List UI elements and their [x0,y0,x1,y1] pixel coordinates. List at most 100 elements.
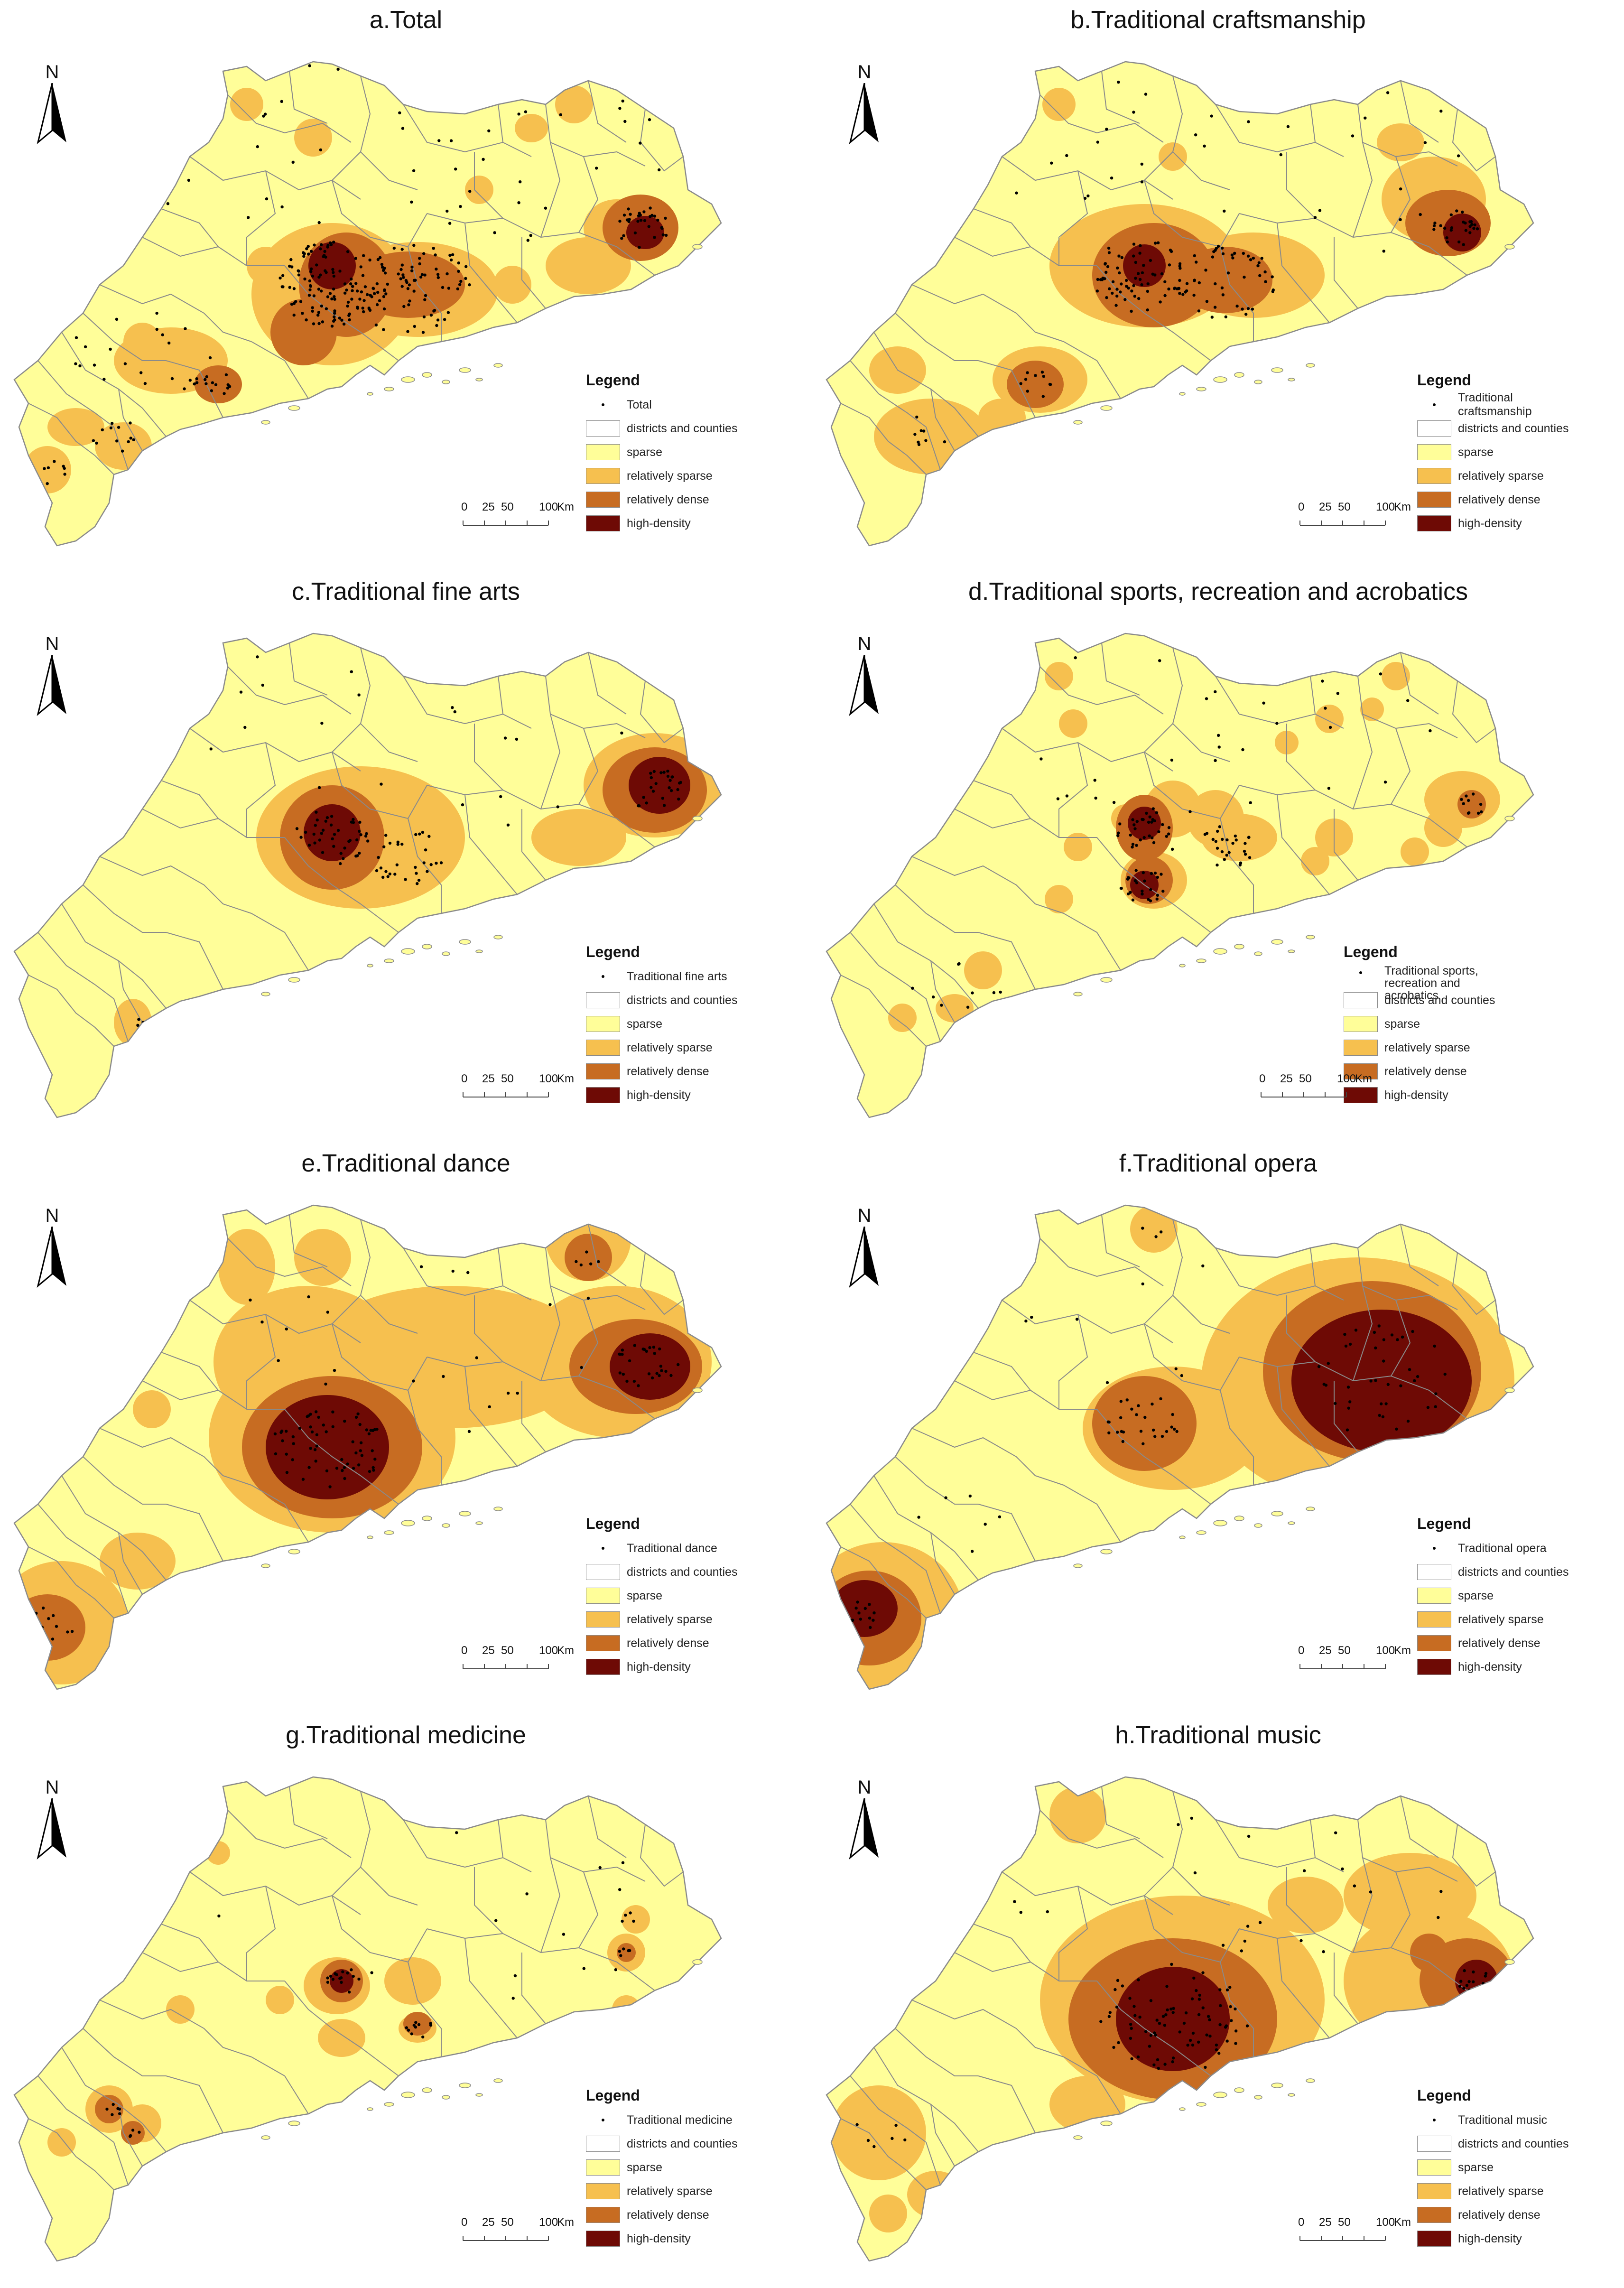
heritage-point [622,1947,625,1951]
legend-label: relatively sparse [627,469,713,483]
island [1271,367,1283,373]
heritage-point [324,819,327,823]
island [1073,992,1083,996]
heritage-point [109,347,112,351]
heritage-point [1121,1440,1124,1443]
heritage-point [350,298,353,301]
scale-tick-label: 0 [1298,2216,1305,2229]
legend-title: Legend [1417,372,1471,389]
density-zone-rs [907,2171,964,2218]
map-title: f.Traditional opera [1119,1150,1318,1177]
island [1271,1511,1283,1516]
heritage-point [341,1970,344,1973]
heritage-point [442,1375,445,1378]
density-zone-rs [515,114,548,142]
heritage-point [1343,1333,1346,1336]
heritage-point [913,433,917,436]
heritage-point [1258,1921,1262,1924]
north-label: N [45,62,59,83]
map-legend: Legend Traditional fine arts districts and… [586,943,742,1107]
density-zone-rs [1049,1786,1106,1843]
density-zone-rs [266,1986,294,2014]
heritage-point [343,282,347,286]
island [1288,1521,1295,1525]
district-boundary [1452,109,1496,172]
heritage-point [621,99,624,103]
heritage-point [324,255,327,259]
legend-item-density: sparse [1417,1584,1574,1608]
heritage-point [288,286,291,289]
density-swatch [1417,1659,1451,1675]
heritage-point [318,786,321,789]
island [401,1520,415,1526]
heritage-point [278,276,282,280]
heritage-point [346,304,349,308]
heritage-point [307,1466,311,1469]
district-boundary [227,1810,352,1858]
heritage-point [1155,2018,1159,2022]
scale-tick-label: 50 [501,2216,514,2229]
district-boundary [166,2075,223,2133]
heritage-point [407,2028,410,2032]
district-boundary [289,642,328,696]
heritage-point [984,1523,987,1526]
density-swatch [1417,444,1451,460]
heritage-point [1230,253,1234,257]
scale-unit: Km [1394,2216,1411,2229]
heritage-point [338,316,342,320]
heritage-point [292,302,296,305]
heritage-point [978,149,981,153]
heritage-point [319,247,322,251]
heritage-point [384,292,388,296]
scale-bar-line [1299,1664,1386,1669]
legend-item-density: sparse [586,1012,742,1036]
heritage-point [647,1372,651,1376]
density-zone-rd [1178,247,1272,313]
heritage-point [348,312,351,316]
heritage-point [1324,1384,1328,1387]
scale-bar: 0 25 50 100 Km [1298,1644,1412,1682]
island [367,2107,373,2111]
heritage-point [664,1369,668,1373]
heritage-point [443,318,446,321]
density-zone-rs [1045,885,1073,913]
heritage-point [1262,701,1265,705]
district-boundary [973,780,1031,819]
heritage-point [373,292,376,295]
north-arrow: N [33,1205,71,1288]
district-boundary [408,1962,442,2057]
heritage-point [1203,144,1206,148]
heritage-point [1060,1767,1063,1769]
heritage-point [971,1550,974,1553]
district-boundary [1220,818,1254,913]
density-zone-hd [610,1333,690,1400]
heritage-point [292,287,296,290]
heritage-point [265,197,269,201]
heritage-point [487,129,491,132]
heritage-point [412,1379,415,1383]
heritage-point [891,2137,894,2140]
legend-label: relatively sparse [1458,2184,1544,2198]
district-boundary [840,2118,927,2190]
heritage-point [448,253,452,257]
district-boundary [1310,104,1316,143]
heritage-point [1116,1979,1120,1982]
heritage-point [1416,1375,1420,1378]
heritage-point [1201,1971,1205,1974]
island [1288,2093,1295,2097]
heritage-point [1145,811,1148,815]
heritage-point [1149,2034,1153,2037]
heritage-point [423,298,427,301]
density-zone-rs [936,994,974,1023]
heritage-point [1470,223,1474,226]
district-boundary [1101,71,1140,124]
district-boundary [37,2075,129,2186]
district-boundary [189,1871,361,1915]
legend-label: high-density [627,2232,691,2245]
heritage-point [627,1949,630,1953]
scale-tick-label: 0 [461,501,468,513]
density-zone-rd [121,2121,145,2145]
point-symbol-icon [1417,2112,1451,2128]
map-legend: Legend Traditional music districts and cou… [1417,2087,1574,2251]
heritage-point [639,141,642,145]
